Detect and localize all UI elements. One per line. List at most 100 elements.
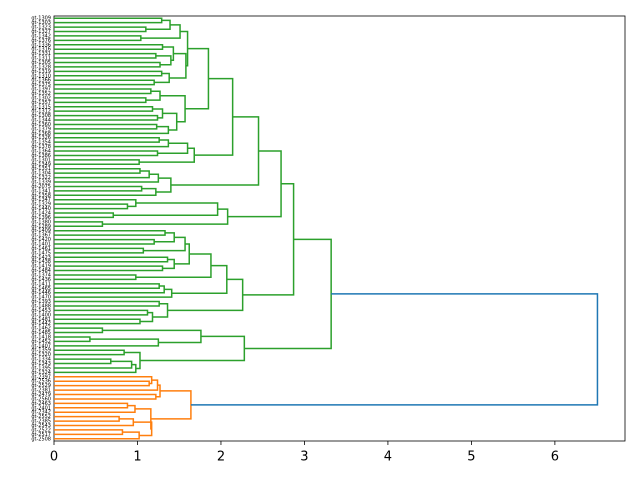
leaf-label: gt-2560: [31, 396, 51, 402]
link: [145, 19, 171, 31]
leaf-label: gt-1329: [31, 202, 51, 208]
leaf-label: gt-1328: [31, 64, 51, 70]
leaf-label: gt-1322: [31, 175, 51, 181]
link: [54, 70, 163, 77]
link: [54, 88, 152, 95]
link: [54, 139, 170, 148]
link: [54, 285, 165, 294]
leaf-label: gt-2522: [31, 427, 51, 433]
link: [54, 52, 157, 59]
x-tick-label: 1: [133, 450, 141, 465]
leaf-label: gt-2401: [31, 405, 51, 411]
link: [54, 170, 150, 179]
link: [54, 44, 164, 50]
link: [54, 431, 140, 440]
leaf-label: gt-1436: [31, 277, 51, 283]
leaf-label: gt-1354: [31, 140, 51, 146]
leaf-label: gt-1424: [31, 211, 51, 217]
link: [139, 335, 246, 362]
x-tick-label: 6: [551, 450, 559, 465]
link: [145, 90, 161, 101]
link: [54, 167, 141, 174]
link: [54, 418, 135, 427]
link: [54, 187, 157, 197]
leaf-label: gt-1303: [31, 20, 51, 26]
x-tick-label: 5: [467, 450, 475, 465]
link: [54, 338, 160, 347]
leaf-label: gt-1375: [31, 82, 51, 88]
leaf-label: gt-1319: [31, 69, 51, 75]
leaf-label: gt-1349: [31, 162, 51, 168]
leaf-label: gt-1484: [31, 268, 51, 274]
leaf-label: gt-1351: [31, 166, 51, 172]
leaf-label: gt-1347: [31, 197, 51, 203]
link: [54, 35, 142, 42]
leaf-label: gt-1461: [31, 246, 51, 252]
link: [54, 61, 161, 68]
link: [139, 311, 154, 323]
link: [160, 94, 186, 123]
leaf-label: gt-2381: [31, 388, 51, 394]
link: [54, 97, 147, 104]
leaf-label: gt-1488: [31, 303, 51, 309]
leaf-label: gt-1374: [31, 272, 51, 278]
link: [174, 243, 190, 265]
link: [113, 202, 219, 216]
leaf-label: gt-1341: [31, 188, 51, 194]
link: [102, 329, 202, 344]
leaf-label: gt-1305: [31, 60, 51, 66]
link: [54, 238, 155, 245]
link: [150, 390, 192, 420]
link: [167, 278, 244, 312]
leaf-label: gt-1393: [31, 299, 51, 305]
link: [133, 421, 153, 437]
link: [54, 150, 159, 157]
link: [54, 327, 104, 334]
link: [54, 221, 104, 228]
link: [227, 150, 282, 218]
link: [54, 274, 137, 281]
link: [54, 247, 145, 254]
leaf-label: gt-1481: [31, 317, 51, 323]
leaf-label: gt-1357: [31, 100, 51, 106]
leaf-label: gt-1400: [31, 312, 51, 318]
leaf-label: gt-2479: [31, 392, 51, 398]
link: [54, 114, 159, 121]
link: [185, 47, 210, 110]
link: [134, 408, 152, 430]
leaf-label: gt-2529: [31, 383, 51, 389]
leaf-label: gt-1386: [31, 153, 51, 159]
leaf-label: gt-1289: [31, 224, 51, 230]
leaf-label: gt-1304: [31, 171, 51, 177]
leaf-label: gt-1343: [31, 361, 51, 367]
link: [54, 106, 154, 112]
link: [54, 402, 129, 409]
leaf-label: gt-2397: [31, 374, 51, 380]
leaf-label: gt-1396: [31, 215, 51, 221]
leaf-label: gt-1312: [31, 109, 51, 115]
leaf-label: gt-1326: [31, 135, 51, 141]
link: [54, 358, 112, 365]
link: [54, 283, 160, 290]
link: [54, 17, 163, 24]
link: [54, 429, 124, 436]
leaf-label: gt-1336: [31, 42, 51, 48]
leaf-label: gt-1470: [31, 295, 51, 301]
leaf-label: gt-2543: [31, 423, 51, 429]
leaf-label: gt-1419: [31, 264, 51, 270]
leaf-label: gt-1360: [31, 122, 51, 128]
leaf-label: gt-1324: [31, 370, 51, 376]
link: [54, 136, 160, 143]
link: [54, 26, 147, 33]
leaf-label: gt-1364: [31, 149, 51, 155]
leaf-label: gt-1446: [31, 290, 51, 296]
leaf-label: gt-2552: [31, 414, 51, 420]
x-tick-label: 4: [384, 450, 392, 465]
link: [54, 380, 150, 387]
link: [162, 258, 175, 270]
leaf-label: gt-2463: [31, 401, 51, 407]
link: [162, 46, 175, 62]
leaf-label: gt-1423: [31, 255, 51, 261]
axes-frame: [53, 15, 626, 442]
